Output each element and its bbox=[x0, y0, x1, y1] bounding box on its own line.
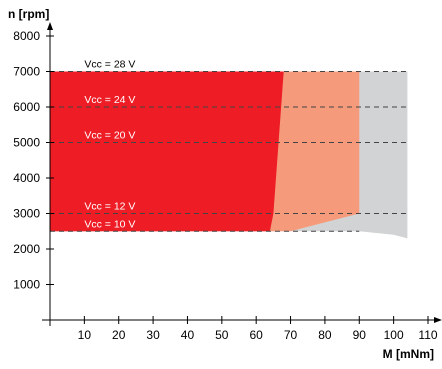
y-ticks: 1000 2000 3000 4000 5000 6000 7000 8000 bbox=[13, 29, 54, 292]
x-tick-label: 100 bbox=[384, 328, 404, 342]
x-axis-title: M [mNm] bbox=[383, 347, 434, 361]
operating-regions bbox=[50, 71, 408, 239]
y-tick-label: 3000 bbox=[13, 207, 40, 221]
y-tick-label: 5000 bbox=[13, 136, 40, 150]
y-tick-label: 7000 bbox=[13, 65, 40, 79]
x-tick-label: 10 bbox=[78, 328, 92, 342]
x-tick-label: 50 bbox=[215, 328, 229, 342]
y-tick-label: 6000 bbox=[13, 100, 40, 114]
vcc-label: Vcc = 20 V bbox=[84, 130, 135, 142]
y-axis-title: n [rpm] bbox=[8, 7, 49, 21]
y-tick-label: 1000 bbox=[13, 278, 40, 292]
y-axis-arrow bbox=[47, 22, 53, 30]
vcc-label: Vcc = 12 V bbox=[84, 201, 135, 213]
vcc-label: Vcc = 10 V bbox=[84, 218, 135, 230]
region-continuous bbox=[50, 71, 284, 232]
y-tick-label: 8000 bbox=[13, 29, 40, 43]
x-tick-label: 60 bbox=[250, 328, 264, 342]
vcc-label: Vcc = 24 V bbox=[84, 94, 135, 106]
vcc-label: Vcc = 28 V bbox=[84, 59, 135, 71]
y-tick-label: 2000 bbox=[13, 242, 40, 256]
voltage-labels: Vcc = 28 V Vcc = 24 V Vcc = 20 V Vcc = 12 V… bbox=[84, 59, 135, 231]
x-tick-label: 110 bbox=[418, 328, 437, 342]
x-tick-label: 90 bbox=[353, 328, 367, 342]
x-axis-arrow bbox=[434, 317, 442, 323]
x-tick-label: 30 bbox=[146, 328, 160, 342]
y-tick-label: 4000 bbox=[13, 171, 40, 185]
x-tick-label: 40 bbox=[181, 328, 195, 342]
x-tick-label: 20 bbox=[112, 328, 126, 342]
x-tick-label: 70 bbox=[284, 328, 298, 342]
x-tick-label: 80 bbox=[318, 328, 332, 342]
x-ticks: 10 20 30 40 50 60 70 80 90 100 110 bbox=[78, 316, 438, 342]
axes bbox=[42, 22, 442, 326]
voltage-reference-lines bbox=[50, 71, 408, 232]
